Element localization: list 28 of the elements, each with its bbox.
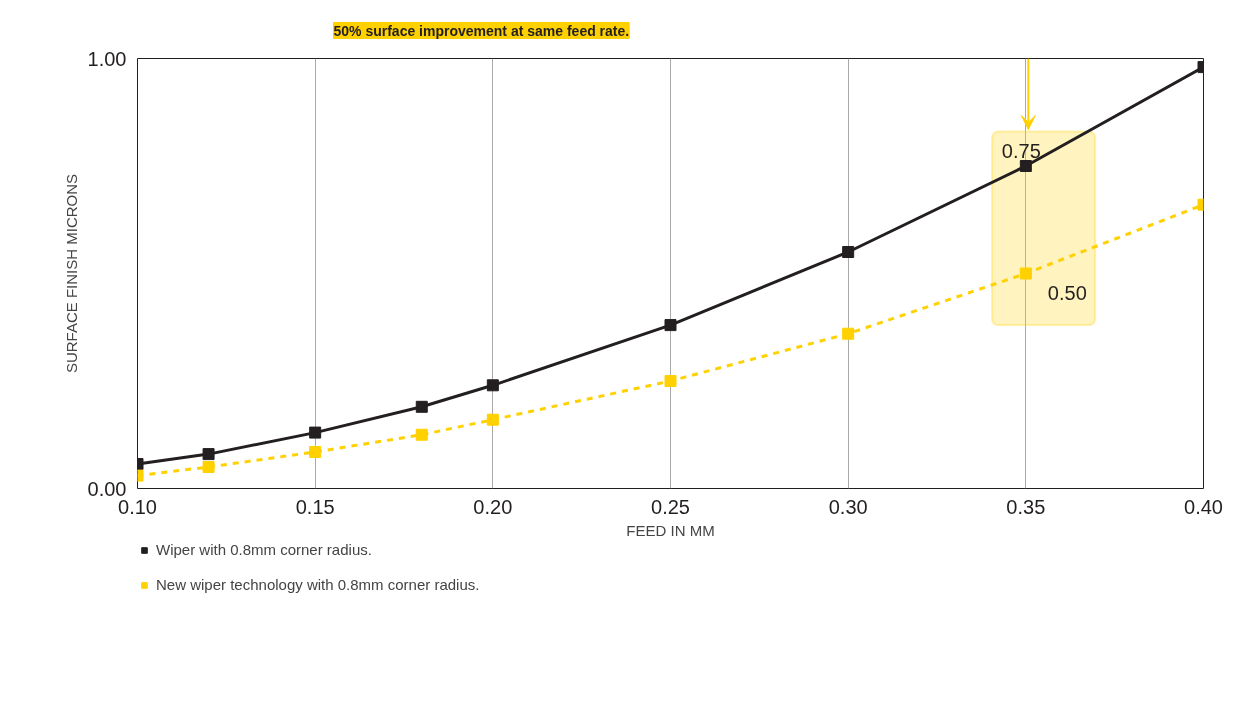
point [202, 461, 215, 473]
point [842, 246, 855, 258]
point [415, 400, 428, 413]
point [664, 319, 677, 332]
y-axis-title: SURFACE FINISH MICRONS [62, 173, 80, 374]
text: 50% surface improvement at same feed rate. [333, 22, 630, 39]
x-tick-label: 0.20 [473, 495, 513, 518]
data-label: 0.75 [1001, 140, 1041, 162]
point [309, 426, 322, 439]
point [1019, 160, 1032, 172]
point [1019, 267, 1032, 280]
legend-label: New wiper technology with 0.8mm corner radius. [156, 576, 480, 593]
point [415, 428, 428, 441]
point [486, 379, 499, 392]
x-tick-label: 0.15 [295, 495, 335, 518]
x-axis-title: FEED IN MM [626, 521, 715, 539]
point [664, 375, 677, 387]
data-label: 0.50 [1047, 281, 1087, 304]
point [202, 448, 215, 461]
point [486, 413, 499, 426]
x-tick-label: 0.30 [828, 495, 868, 518]
x-tick-label: 0.25 [651, 495, 690, 518]
x-tick-label: 0.35 [1006, 495, 1046, 518]
point [309, 445, 322, 458]
point [842, 327, 855, 340]
x-tick-label: 0.40 [1184, 495, 1223, 518]
y-tick-label: 1.00 [87, 47, 127, 70]
legend-label: Wiper with 0.8mm corner radius. [156, 541, 372, 558]
